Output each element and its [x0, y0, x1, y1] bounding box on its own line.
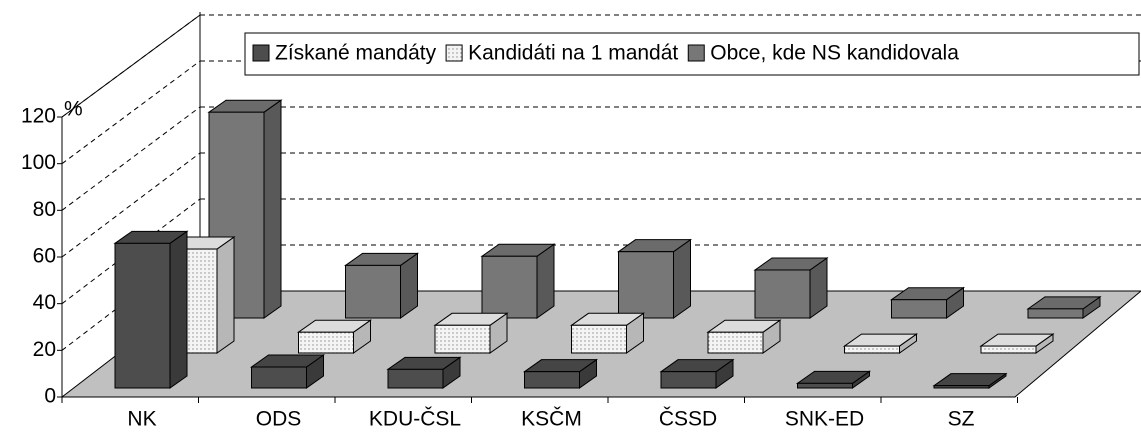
bar: [1027, 308, 1084, 319]
bar: [114, 242, 171, 389]
x-tick-label: KSČM: [521, 408, 582, 431]
bar: [754, 269, 811, 319]
y-tick-label: 20: [33, 338, 56, 361]
grid-line: [61, 106, 201, 211]
bar: [208, 111, 265, 319]
bar: [980, 345, 1037, 354]
bar: [524, 371, 580, 389]
x-tick-label: ČSSD: [659, 408, 717, 431]
bar: [387, 368, 444, 389]
bar: [797, 382, 853, 389]
bar: [251, 366, 307, 389]
y-tick-label: 60: [33, 245, 56, 268]
grid-line: [61, 198, 201, 305]
grid-line: [61, 152, 201, 258]
x-tick-label: ODS: [256, 408, 302, 431]
bar-side: [169, 230, 188, 389]
bar-side: [216, 236, 235, 354]
bar: [660, 371, 717, 389]
bar: [434, 324, 491, 354]
legend-label: Získané mandáty: [275, 42, 437, 65]
y-tick-label: 120: [21, 105, 56, 128]
bar-side: [673, 238, 691, 319]
legend-label: Obce, kde NS kandidovala: [710, 42, 959, 65]
x-tick-label: KDU-ČSL: [369, 408, 461, 431]
y-tick-label: 80: [33, 198, 56, 221]
bar: [345, 264, 401, 319]
legend-label: Kandidáti na 1 mandát: [468, 42, 678, 65]
y-tick-label: 40: [33, 291, 56, 314]
grid-line: [61, 14, 201, 118]
y-tick-label: 0: [44, 385, 56, 408]
bar: [707, 331, 764, 354]
bar-side: [263, 99, 282, 319]
bar: [481, 255, 538, 319]
bar-side: [536, 243, 555, 319]
bar: [618, 251, 674, 319]
bar: [298, 331, 354, 354]
x-tick-label: NK: [127, 408, 156, 431]
legend-swatch: [252, 44, 270, 62]
legend-swatch: [687, 44, 705, 62]
y-tick-label: 100: [21, 151, 56, 174]
bar: [844, 345, 900, 354]
bar: [891, 299, 947, 319]
legend-swatch: [445, 44, 463, 62]
x-tick-label: SNK-ED: [785, 408, 864, 431]
bar: [933, 385, 990, 389]
grid-line: [61, 60, 201, 165]
bar: [571, 324, 627, 354]
x-tick-label: SZ: [948, 408, 975, 431]
